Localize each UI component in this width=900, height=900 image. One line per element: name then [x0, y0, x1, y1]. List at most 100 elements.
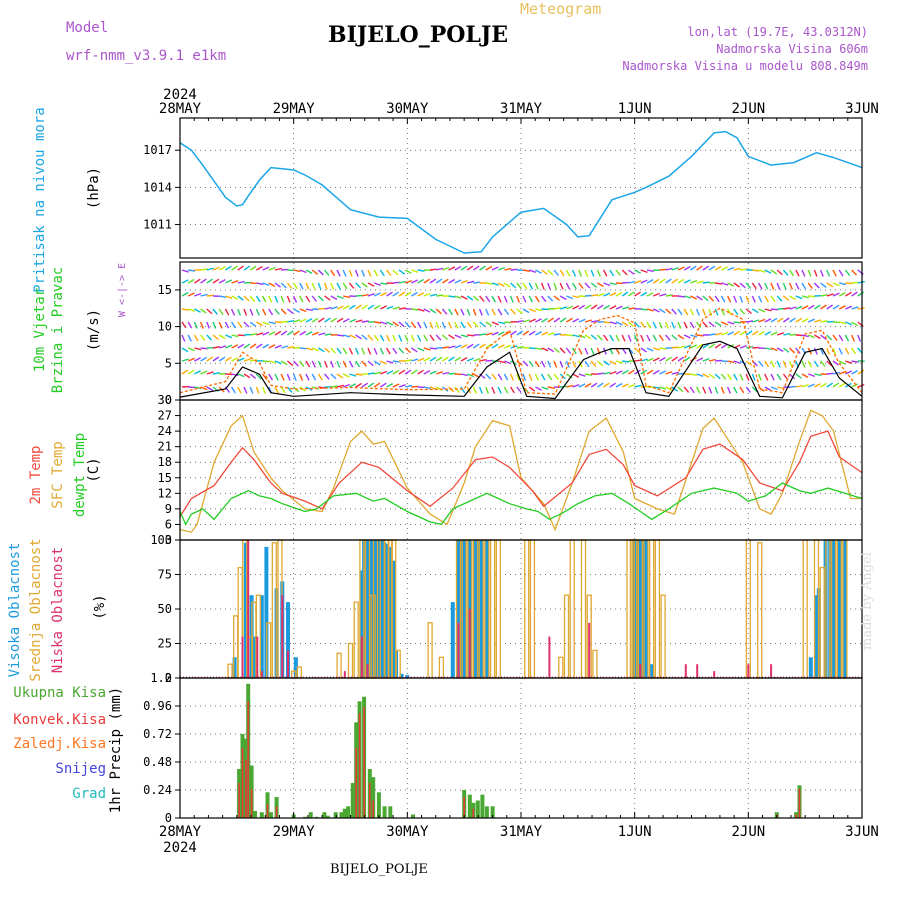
wind-barb	[460, 321, 466, 329]
wind-barb	[609, 334, 615, 342]
wind-barb	[752, 269, 760, 272]
total-precip-bar	[339, 812, 344, 818]
mid-cloud-bar	[819, 566, 825, 679]
wind-barb	[485, 386, 489, 394]
wind-barb	[590, 304, 598, 310]
wind-barb	[336, 295, 344, 300]
temp-axis-title-dewpt: dewpt Temp	[72, 433, 88, 517]
wind-barb	[323, 282, 328, 290]
wind-barb	[268, 321, 276, 325]
wind-barb	[349, 304, 356, 310]
wind-barb	[714, 386, 719, 394]
wind-barb	[659, 370, 667, 375]
temp-unit-label: (C)	[86, 457, 102, 482]
wind-barb	[317, 269, 324, 276]
wind-barb	[677, 295, 686, 298]
wind-barb	[553, 373, 559, 380]
wind-barb	[417, 292, 425, 297]
wind-barb	[448, 356, 455, 362]
wind-barb	[385, 347, 391, 355]
wind-barb	[708, 333, 717, 336]
wind-barb	[411, 369, 418, 375]
wind-barb	[441, 308, 448, 315]
low-cloud-bar	[360, 636, 363, 678]
wind-barb	[193, 334, 199, 342]
wind-barb	[435, 356, 443, 362]
wind-barb	[757, 282, 763, 290]
wind-barb	[665, 334, 671, 341]
wind-barb	[256, 332, 264, 336]
wind-barb	[479, 295, 485, 302]
wind-barb	[820, 334, 827, 340]
model-elevation-text: Nadmorska Visina u modelu 808.849m	[622, 59, 868, 73]
wind-barb	[553, 295, 560, 301]
wind-barb	[690, 295, 698, 300]
wind-barb	[776, 317, 784, 323]
wind-barb	[578, 383, 586, 388]
wind-barb	[708, 386, 713, 394]
high-cloud-bar	[391, 560, 396, 678]
wind-barb	[578, 269, 583, 277]
wind-barb	[615, 382, 623, 388]
wind-barb	[851, 306, 859, 310]
wind-barb	[528, 269, 537, 273]
total-precip-bar	[350, 783, 355, 818]
total-precip-bar	[308, 812, 313, 818]
wind-barb	[206, 371, 214, 375]
wind-barb	[416, 334, 422, 342]
wind-barb	[832, 321, 841, 324]
wind-barb	[243, 281, 252, 284]
wind-barb	[342, 360, 347, 368]
wind-barb	[640, 308, 648, 311]
wind-barb	[293, 330, 300, 336]
wind-barb	[814, 334, 821, 340]
wind-barb	[764, 360, 770, 368]
wind-barb	[565, 282, 571, 290]
wind-barb	[274, 321, 283, 324]
wind-barb	[448, 308, 454, 316]
wind-barb	[373, 334, 379, 342]
wind-barb	[795, 373, 802, 379]
wind-barb	[615, 321, 623, 326]
wind-barb	[795, 305, 803, 310]
wind-barb	[733, 360, 741, 365]
wind-barb	[187, 308, 196, 312]
wind-barb	[503, 282, 511, 288]
wind-barb	[646, 292, 654, 297]
wind-barb	[640, 385, 648, 388]
wind-barb	[801, 318, 809, 323]
low-cloud-bar	[457, 622, 460, 678]
wind-barb	[584, 294, 593, 297]
wind-barb	[838, 371, 847, 375]
wind-barb	[485, 359, 493, 362]
wind-barb	[838, 269, 844, 277]
wind-barb	[776, 360, 781, 368]
wind-barb	[206, 308, 213, 315]
wind-barb	[627, 269, 635, 275]
wind-barb	[404, 269, 412, 274]
wind-barb	[789, 269, 795, 277]
wind-barb	[640, 369, 647, 375]
wind-barb	[367, 304, 375, 310]
wind-barb	[342, 304, 350, 310]
wind-barb	[559, 295, 567, 301]
wind-barb	[516, 346, 524, 349]
wind-barb	[454, 344, 462, 349]
wind-barb	[324, 295, 331, 301]
wind-barb	[826, 269, 831, 277]
wind-barb	[659, 356, 666, 362]
date-label-bottom: 3JUN	[845, 824, 879, 840]
mid-cloud-bar	[825, 539, 831, 679]
wind-barb	[187, 334, 192, 342]
wind-barb	[745, 373, 750, 381]
wind-barb	[373, 292, 381, 297]
low-cloud-bar	[770, 664, 773, 678]
wind-barb	[188, 386, 196, 389]
wind-barb	[683, 265, 691, 271]
wind-barb	[237, 280, 245, 284]
wind-barb	[590, 282, 598, 288]
wind-barb	[466, 373, 474, 378]
wind-barb	[411, 308, 419, 311]
wind-barb	[460, 344, 468, 349]
wind-barb	[485, 265, 493, 271]
